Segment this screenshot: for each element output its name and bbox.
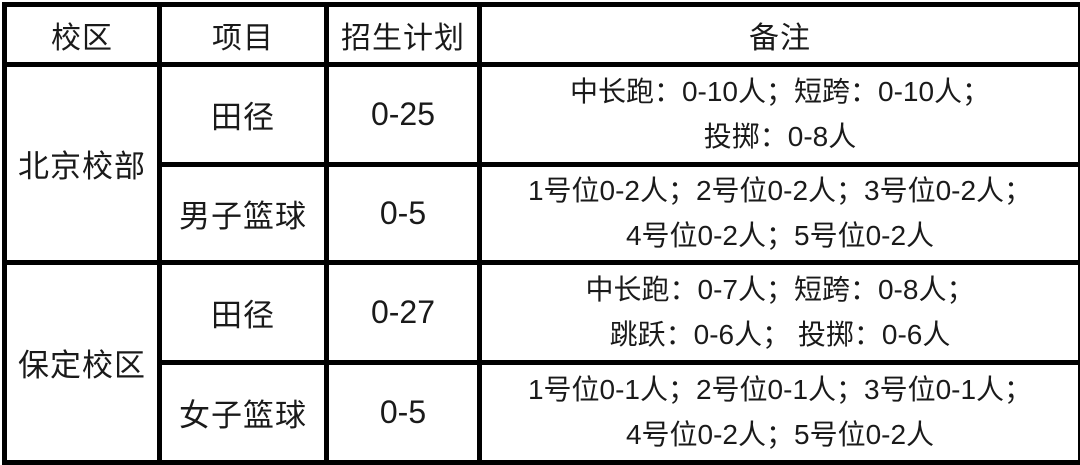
table-row-baoding-track: 保定校区 田径 0-27 中长跑：0-7人；短跨：0-8人； 跳跃：0-6人； … bbox=[5, 263, 1080, 363]
table-row-beijing-mens-basketball: 男子篮球 0-5 1号位0-2人；2号位0-2人；3号位0-2人； 4号位0-2… bbox=[5, 165, 1080, 263]
remark-line: 4号位0-2人；5号位0-2人 bbox=[488, 413, 1072, 457]
table-row-baoding-womens-basketball: 女子篮球 0-5 1号位0-1人；2号位0-1人；3号位0-1人； 4号位0-2… bbox=[5, 363, 1080, 463]
remarks-cell: 中长跑：0-10人；短跨：0-10人； 投掷：0-8人 bbox=[480, 65, 1080, 165]
remark-line: 投掷：0-8人 bbox=[488, 115, 1072, 159]
header-project: 项目 bbox=[160, 5, 327, 65]
remark-line: 跳跃：0-6人； 投掷：0-6人 bbox=[488, 313, 1072, 357]
table-row-beijing-track: 北京校部 田径 0-25 中长跑：0-10人；短跨：0-10人； 投掷：0-8人 bbox=[5, 65, 1080, 165]
plan-cell: 0-25 bbox=[327, 65, 480, 165]
remark-line: 1号位0-2人；2号位0-2人；3号位0-2人； bbox=[488, 169, 1072, 213]
remark-line: 中长跑：0-7人；短跨：0-8人； bbox=[488, 268, 1072, 312]
remarks-cell: 1号位0-2人；2号位0-2人；3号位0-2人； 4号位0-2人；5号位0-2人 bbox=[480, 165, 1080, 263]
project-cell: 女子篮球 bbox=[160, 363, 327, 463]
remark-line: 中长跑：0-10人；短跨：0-10人； bbox=[488, 70, 1072, 114]
plan-cell: 0-5 bbox=[327, 165, 480, 263]
remark-line: 1号位0-1人；2号位0-1人；3号位0-1人； bbox=[488, 368, 1072, 412]
header-remarks: 备注 bbox=[480, 5, 1080, 65]
campus-cell-beijing: 北京校部 bbox=[5, 65, 160, 263]
remarks-cell: 1号位0-1人；2号位0-1人；3号位0-1人； 4号位0-2人；5号位0-2人 bbox=[480, 363, 1080, 463]
header-row: 校区 项目 招生计划 备注 bbox=[5, 5, 1080, 65]
header-plan: 招生计划 bbox=[327, 5, 480, 65]
project-cell: 田径 bbox=[160, 263, 327, 363]
project-cell: 田径 bbox=[160, 65, 327, 165]
remark-line: 4号位0-2人；5号位0-2人 bbox=[488, 214, 1072, 258]
plan-cell: 0-27 bbox=[327, 263, 480, 363]
header-campus: 校区 bbox=[5, 5, 160, 65]
plan-cell: 0-5 bbox=[327, 363, 480, 463]
remarks-cell: 中长跑：0-7人；短跨：0-8人； 跳跃：0-6人； 投掷：0-6人 bbox=[480, 263, 1080, 363]
campus-cell-baoding: 保定校区 bbox=[5, 263, 160, 463]
project-cell: 男子篮球 bbox=[160, 165, 327, 263]
